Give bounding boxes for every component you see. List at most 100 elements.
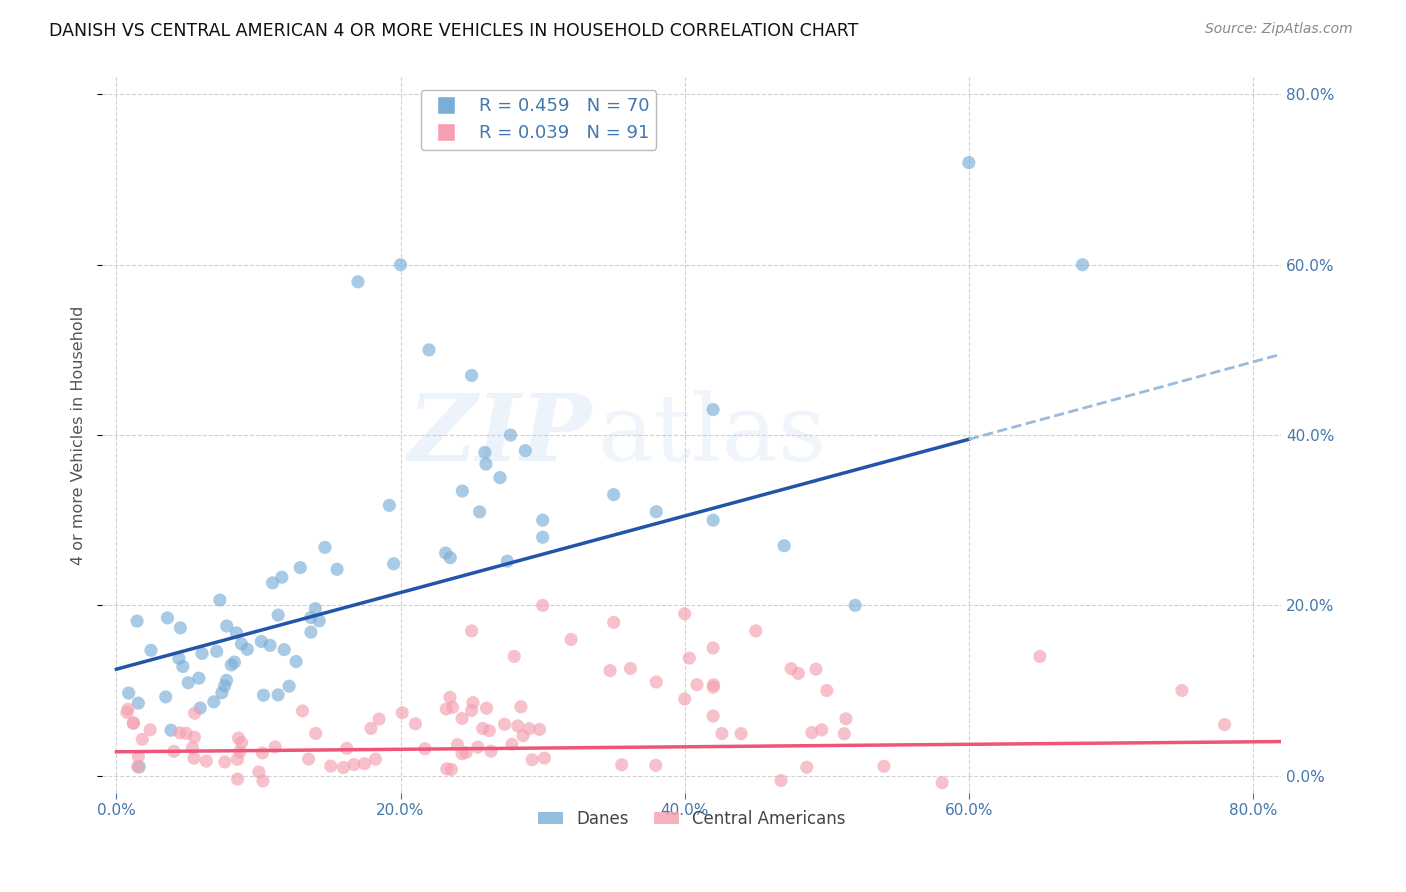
Point — [460, 703, 482, 717]
Point — [319, 759, 342, 773]
Point — [619, 661, 641, 675]
Point — [205, 644, 228, 658]
Point — [467, 740, 489, 755]
Point — [215, 673, 238, 688]
Point — [460, 368, 482, 383]
Point — [228, 745, 250, 759]
Point — [118, 686, 141, 700]
Point — [270, 570, 292, 584]
Point — [434, 702, 457, 716]
Point — [456, 746, 478, 760]
Point — [515, 443, 537, 458]
Point — [702, 640, 724, 655]
Point — [299, 610, 322, 624]
Point — [156, 611, 179, 625]
Point — [122, 715, 145, 730]
Point — [1029, 649, 1052, 664]
Point — [127, 749, 149, 764]
Point — [644, 758, 666, 772]
Point — [800, 725, 823, 739]
Point — [332, 760, 354, 774]
Point — [336, 741, 359, 756]
Point — [780, 662, 803, 676]
Point — [202, 695, 225, 709]
Point — [183, 751, 205, 765]
Point — [957, 155, 980, 169]
Point — [183, 730, 205, 744]
Point — [267, 608, 290, 623]
Point — [474, 445, 496, 459]
Point — [441, 700, 464, 714]
Point — [382, 557, 405, 571]
Point — [391, 706, 413, 720]
Point — [451, 483, 474, 498]
Point — [226, 772, 249, 786]
Point — [117, 702, 139, 716]
Point — [1071, 258, 1094, 272]
Point — [127, 760, 149, 774]
Point — [247, 764, 270, 779]
Point — [440, 763, 463, 777]
Point — [673, 607, 696, 621]
Point — [169, 726, 191, 740]
Point — [169, 621, 191, 635]
Text: atlas: atlas — [598, 390, 827, 480]
Point — [267, 688, 290, 702]
Point — [702, 402, 724, 417]
Point — [231, 637, 253, 651]
Point — [259, 638, 281, 652]
Text: ZIP: ZIP — [408, 390, 592, 480]
Point — [703, 678, 725, 692]
Point — [461, 696, 484, 710]
Point — [172, 659, 194, 673]
Point — [439, 550, 461, 565]
Point — [131, 732, 153, 747]
Point — [645, 675, 668, 690]
Point — [347, 275, 370, 289]
Point — [264, 739, 287, 754]
Point — [533, 751, 555, 765]
Point — [160, 723, 183, 738]
Point — [214, 679, 236, 693]
Legend: Danes, Central Americans: Danes, Central Americans — [531, 803, 852, 834]
Point — [460, 624, 482, 638]
Point — [773, 539, 796, 553]
Point — [139, 643, 162, 657]
Point — [418, 343, 440, 357]
Point — [478, 723, 501, 738]
Point — [343, 757, 366, 772]
Point — [368, 712, 391, 726]
Point — [215, 619, 238, 633]
Point — [517, 722, 540, 736]
Point — [844, 599, 866, 613]
Point — [128, 760, 150, 774]
Point — [226, 752, 249, 766]
Point — [122, 716, 145, 731]
Point — [195, 754, 218, 768]
Point — [188, 701, 211, 715]
Point — [499, 428, 522, 442]
Point — [501, 737, 523, 751]
Point — [378, 499, 401, 513]
Point — [804, 662, 827, 676]
Point — [468, 505, 491, 519]
Point — [405, 716, 427, 731]
Point — [475, 457, 498, 471]
Point — [115, 706, 138, 720]
Point — [163, 744, 186, 758]
Point — [214, 755, 236, 769]
Point — [250, 634, 273, 648]
Point — [252, 774, 274, 789]
Point — [127, 696, 149, 710]
Point — [529, 723, 551, 737]
Point — [1213, 717, 1236, 731]
Point — [155, 690, 177, 704]
Point — [489, 470, 512, 484]
Point — [678, 651, 700, 665]
Point — [360, 722, 382, 736]
Point — [221, 657, 243, 672]
Point — [506, 719, 529, 733]
Point — [446, 738, 468, 752]
Point — [436, 762, 458, 776]
Point — [174, 726, 197, 740]
